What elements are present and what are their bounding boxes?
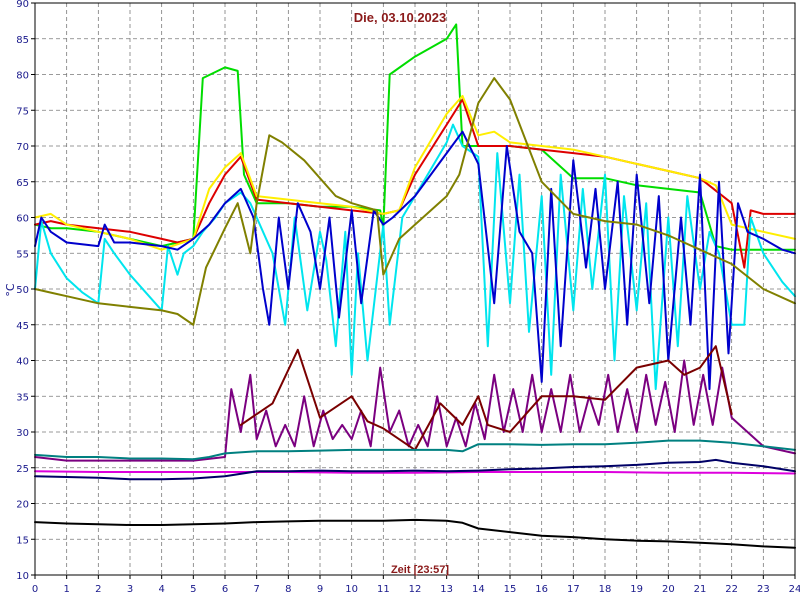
series-line-7	[34, 359, 796, 462]
x-tick-label: 14	[472, 584, 485, 595]
x-tick-label: 16	[535, 584, 548, 595]
x-tick-label: 18	[599, 584, 612, 595]
x-tick-label: 23	[757, 584, 770, 595]
x-tick-label: 20	[662, 584, 675, 595]
x-tick-label: 13	[440, 584, 453, 595]
y-tick-label: 10	[16, 571, 29, 582]
x-tick-label: 24	[789, 584, 800, 595]
y-tick-label: 65	[16, 178, 29, 189]
y-tick-label: 40	[16, 357, 29, 368]
y-tick-label: 85	[16, 35, 29, 46]
y-tick-label: 75	[16, 106, 29, 117]
y-tick-label: 35	[16, 392, 29, 403]
y-tick-label: 15	[16, 535, 29, 546]
chart-title: Die, 03.10.2023	[354, 10, 447, 25]
y-tick-label: 45	[16, 321, 29, 332]
y-axis-label: °C	[4, 283, 17, 297]
x-tick-label: 12	[409, 584, 422, 595]
y-tick-label: 25	[16, 464, 29, 475]
x-tick-label: 2	[95, 584, 101, 595]
series-line-10	[34, 470, 796, 475]
y-tick-label: 90	[16, 0, 29, 10]
x-tick-label: 4	[158, 584, 164, 595]
x-tick-label: 3	[127, 584, 133, 595]
x-tick-label: 7	[253, 584, 259, 595]
y-tick-label: 80	[16, 71, 29, 82]
series-line-6	[34, 77, 796, 326]
y-tick-label: 55	[16, 249, 29, 260]
x-tick-label: 1	[63, 584, 69, 595]
x-tick-label: 5	[190, 584, 196, 595]
series-group	[34, 23, 796, 549]
x-tick-label: 9	[317, 584, 323, 595]
y-tick-label: 60	[16, 214, 29, 225]
x-tick-label: 21	[694, 584, 707, 595]
x-tick-label: 15	[504, 584, 517, 595]
x-tick-label: 19	[630, 584, 643, 595]
y-tick-label: 70	[16, 142, 29, 153]
y-tick-label: 50	[16, 285, 29, 296]
y-tick-label: 30	[16, 428, 29, 439]
series-line-11	[34, 458, 796, 481]
x-tick-label: 17	[567, 584, 580, 595]
series-line-9	[34, 439, 796, 461]
x-tick-label: 10	[345, 584, 358, 595]
x-tick-label: 8	[285, 584, 291, 595]
series-line-5	[34, 130, 796, 391]
x-tick-label: 0	[32, 584, 38, 595]
series-line-12	[34, 518, 796, 549]
x-axis-label: Zeit [23:57]	[391, 564, 449, 576]
series-line-8	[239, 345, 733, 451]
y-tick-label: 20	[16, 500, 29, 511]
axes	[31, 2, 796, 579]
x-tick-label: 22	[725, 584, 738, 595]
x-tick-label: 11	[377, 584, 390, 595]
x-tick-label: 6	[222, 584, 228, 595]
series-line-4	[34, 123, 796, 391]
tick-labels: 0 1 2 3 4 5 6 7 8 9 10 11 12 13 14 15 16 17 18 19 20 21 22 23 24…	[16, 0, 800, 595]
